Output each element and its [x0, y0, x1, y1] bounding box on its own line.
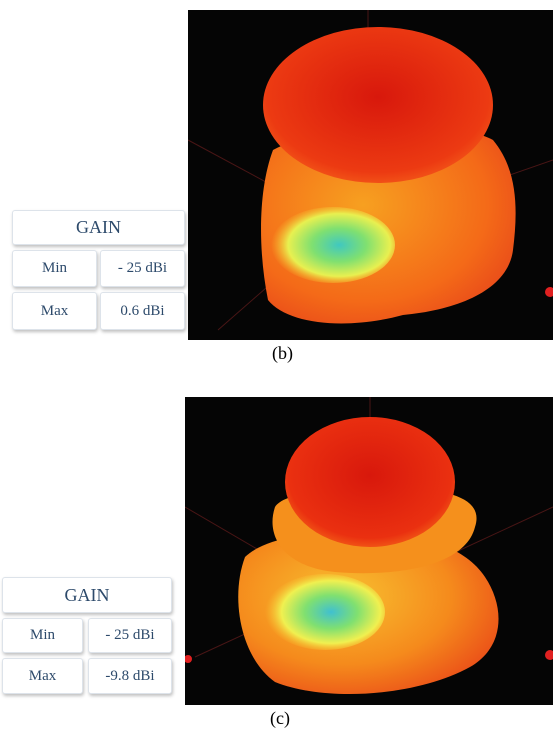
caption: (c)	[270, 708, 290, 728]
gain-label: Min	[2, 618, 83, 653]
caption: (b)	[272, 343, 293, 363]
gain-value: - 25 dBi	[88, 618, 172, 653]
gain-value: - 25 dBi	[100, 250, 185, 287]
gain-label: Min	[12, 250, 97, 287]
gain-header: GAIN	[12, 210, 185, 245]
gain-value: 0.6 dBi	[100, 292, 185, 330]
gain-label: Max	[12, 292, 97, 330]
radiation-pattern-c	[185, 397, 553, 705]
gain-header: GAIN	[2, 577, 172, 613]
gain-label: Max	[2, 658, 83, 694]
radiation-pattern-b	[188, 10, 553, 340]
gain-value: -9.8 dBi	[88, 658, 172, 694]
